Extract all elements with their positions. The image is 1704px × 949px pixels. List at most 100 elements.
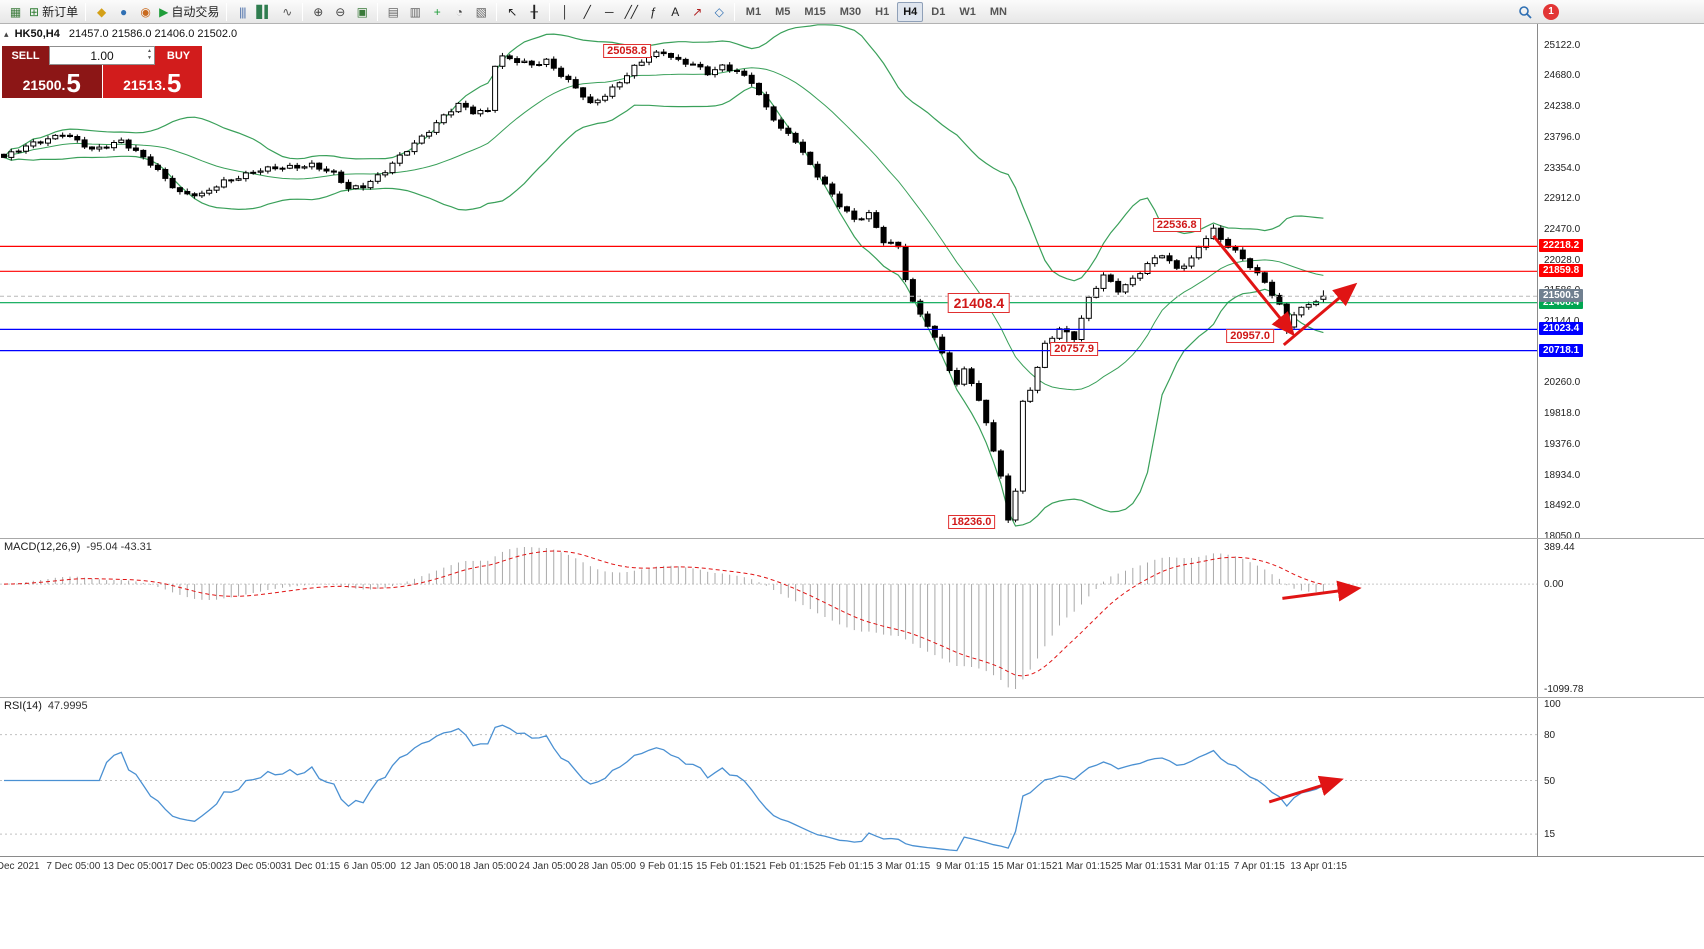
price-axis[interactable]: 25122.0 24680.0 24238.0 23796.0 23354.0 22912… xyxy=(1537,24,1704,542)
horizontal-lines[interactable] xyxy=(0,245,1537,352)
buy-price[interactable]: 21513. 5 xyxy=(102,65,202,98)
axis-label: 50 xyxy=(1544,775,1556,787)
macd-values: -95.04 -43.31 xyxy=(86,541,152,553)
trend-arrow[interactable] xyxy=(1282,282,1358,347)
vertical-line-icon[interactable]: │ xyxy=(554,2,576,22)
bar-chart-icon: ||| xyxy=(239,4,246,19)
volume-input[interactable]: 1.00 ▲ ▼ xyxy=(49,46,155,65)
price-chart-panel[interactable]: 25058.8 22536.8 21408.4 20757.9 20957.0 18236… xyxy=(0,24,1704,542)
arrange-windows-icon[interactable]: ▣ xyxy=(351,2,373,22)
trend-arrow[interactable] xyxy=(1282,580,1362,602)
timeframe-h1-button[interactable]: H1 xyxy=(869,2,895,22)
timeframe-mn-button-label: MN xyxy=(989,5,1007,18)
crosshair-icon: ╂ xyxy=(530,4,538,19)
axis-label: 20260.0 xyxy=(1544,377,1581,389)
toolbar-right-group: 1 xyxy=(1514,0,1559,24)
bollinger-bands[interactable] xyxy=(3,24,1324,527)
periods-icon[interactable]: ◔ xyxy=(448,2,470,22)
macd-panel[interactable]: MACD(12,26,9) -95.04 -43.31 389.44 0.00 -10… xyxy=(0,538,1704,697)
market-watch-icon[interactable]: ◆ xyxy=(90,2,112,22)
timeframe-m30-button[interactable]: M30 xyxy=(834,2,867,22)
notification-badge[interactable]: 1 xyxy=(1543,4,1559,20)
price-badge: 22218.2 xyxy=(1539,239,1584,253)
fibonacci-icon: ƒ xyxy=(649,4,657,19)
rsi-axis[interactable]: 100 80 50 15 xyxy=(1537,698,1704,856)
community-icon[interactable]: ◉ xyxy=(134,2,156,22)
timeframe-m5-button[interactable]: M5 xyxy=(769,2,796,22)
zoom-in-icon[interactable]: ⊕ xyxy=(307,2,329,22)
arrange-windows-icon: ▣ xyxy=(356,4,368,19)
sell-button[interactable]: SELL xyxy=(2,46,49,65)
spin-up-icon[interactable]: ▲ xyxy=(147,48,152,54)
horizontal-line-icon[interactable]: ─ xyxy=(598,2,620,22)
chart-window-icon: ▦ xyxy=(9,4,21,19)
data-window-icon[interactable]: ● xyxy=(112,2,134,22)
crosshair-icon[interactable]: ╂ xyxy=(523,2,545,22)
timeframe-m1-button[interactable]: M1 xyxy=(740,2,767,22)
shapes-icon[interactable]: ◇ xyxy=(708,2,730,22)
zoom-in-icon: ⊕ xyxy=(313,4,323,19)
templates-icon: ▧ xyxy=(475,4,487,19)
main-toolbar: ▦ ⊞ 新订单 ◆ ● ◉ ▶ 自动交易 ||| ▋▍ ∿ ⊕ ⊖ ▣ ▤ ▥ + ◔ ▧ ↖ ╂ │ ╱ ─ ╱╱ ƒ A ↗ ◇ M1… xyxy=(0,0,1704,24)
timeframe-m15-button-label: M15 xyxy=(804,5,826,18)
arrow-object-icon[interactable]: ↗ xyxy=(686,2,708,22)
cascade-windows-icon[interactable]: ▤ xyxy=(382,2,404,22)
trendline-icon[interactable]: ╱ xyxy=(576,2,598,22)
sell-price-big-digit: 5 xyxy=(66,68,81,98)
toolbar-separator xyxy=(733,2,735,21)
spin-down-icon[interactable]: ▼ xyxy=(147,55,152,61)
rsi-value: 47.9995 xyxy=(47,700,88,712)
axis-label: 18492.0 xyxy=(1544,500,1581,512)
add-indicator-button[interactable]: + xyxy=(426,2,448,22)
fibonacci-icon[interactable]: ƒ xyxy=(642,2,664,22)
candlestick-chart[interactable] xyxy=(0,24,1537,538)
volume-spinner[interactable]: ▲ ▼ xyxy=(147,48,152,62)
market-watch-icon: ◆ xyxy=(96,4,106,19)
rsi-chart[interactable] xyxy=(0,698,1537,856)
time-label: 31 Mar 01:15 xyxy=(1170,861,1230,872)
timeframe-m30-button-label: M30 xyxy=(839,5,862,18)
candlestick-chart-icon: ▋▍ xyxy=(256,4,273,19)
templates-icon[interactable]: ▧ xyxy=(470,2,492,22)
trend-arrow[interactable] xyxy=(1268,775,1344,804)
zoom-out-icon[interactable]: ⊖ xyxy=(329,2,351,22)
timeframe-mn-button[interactable]: MN xyxy=(984,2,1013,22)
time-label: 28 Jan 05:00 xyxy=(578,861,636,872)
timeframe-w1-button[interactable]: W1 xyxy=(953,2,982,22)
channel-icon[interactable]: ╱╱ xyxy=(620,2,642,22)
new-order-button-label: 新订单 xyxy=(42,5,79,19)
toolbar-separator xyxy=(226,2,228,21)
timeframe-d1-button[interactable]: D1 xyxy=(925,2,951,22)
cursor-icon[interactable]: ↖ xyxy=(501,2,523,22)
toolbar-separator xyxy=(376,2,378,21)
tile-windows-icon[interactable]: ▥ xyxy=(404,2,426,22)
candles xyxy=(1,49,1327,523)
timeframe-m15-button[interactable]: M15 xyxy=(798,2,831,22)
timeframe-h4-button-label: H4 xyxy=(903,5,918,18)
collapse-trade-panel-icon[interactable]: ▴ xyxy=(4,29,9,39)
rsi-panel[interactable]: RSI(14) 47.9995 100 80 50 15 xyxy=(0,697,1704,856)
line-chart-icon[interactable]: ∿ xyxy=(276,2,298,22)
trend-arrow[interactable] xyxy=(1212,234,1295,337)
search-icon[interactable] xyxy=(1514,2,1536,22)
axis-label: 80 xyxy=(1544,729,1556,741)
time-label: 25 Feb 01:15 xyxy=(814,861,874,872)
new-order-button[interactable]: ⊞ 新订单 xyxy=(26,2,81,22)
timeframe-h1-button-label: H1 xyxy=(875,5,890,18)
buy-button[interactable]: BUY xyxy=(155,46,202,65)
candlestick-chart-icon[interactable]: ▋▍ xyxy=(253,2,275,22)
one-click-trading-panel: SELL 1.00 ▲ ▼ BUY 21500. 5 21513. 5 xyxy=(2,46,202,98)
macd-axis[interactable]: 389.44 0.00 -1099.78 xyxy=(1537,539,1704,697)
timeframe-h4-button[interactable]: H4 xyxy=(897,1,924,22)
price-badge: 20718.1 xyxy=(1539,343,1584,357)
sell-price[interactable]: 21500. 5 xyxy=(2,65,103,98)
macd-chart[interactable] xyxy=(0,539,1537,697)
toolbar-separator xyxy=(301,2,303,21)
text-label-icon[interactable]: A xyxy=(664,2,686,22)
autotrading-button[interactable]: ▶ 自动交易 xyxy=(156,2,222,22)
price-badge: 21500.5 xyxy=(1539,289,1584,303)
chart-title: ▴ HK50,H4 21457.0 21586.0 21406.0 21502.… xyxy=(4,28,237,40)
chart-window-icon[interactable]: ▦ xyxy=(4,2,26,22)
bar-chart-icon[interactable]: ||| xyxy=(231,2,253,22)
